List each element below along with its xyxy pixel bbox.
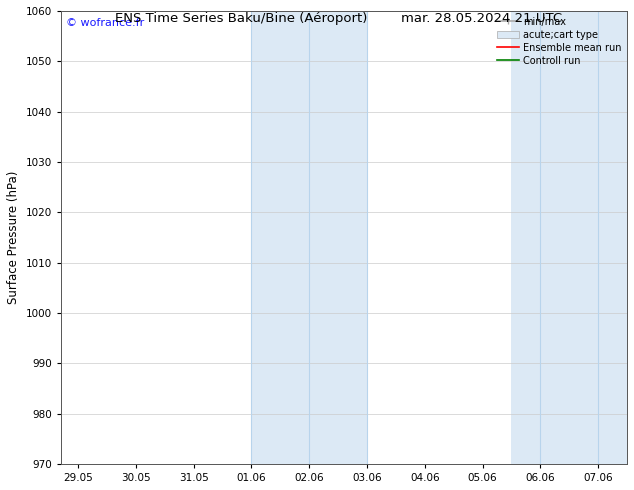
Bar xyxy=(252,11,367,464)
Y-axis label: Surface Pressure (hPa): Surface Pressure (hPa) xyxy=(7,171,20,304)
Text: © wofrance.fr: © wofrance.fr xyxy=(67,18,145,28)
Bar xyxy=(512,11,627,464)
Legend: min/max, acute;cart type, Ensemble mean run, Controll run: min/max, acute;cart type, Ensemble mean … xyxy=(493,13,625,70)
Text: ENS Time Series Baku/Bine (Aéroport): ENS Time Series Baku/Bine (Aéroport) xyxy=(115,12,367,25)
Text: mar. 28.05.2024 21 UTC: mar. 28.05.2024 21 UTC xyxy=(401,12,562,25)
